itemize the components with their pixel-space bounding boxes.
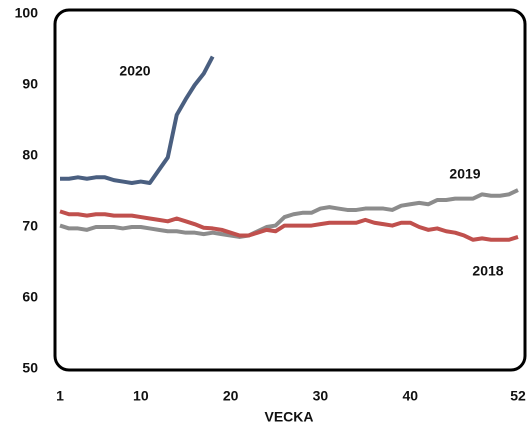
y-tick-label: 70 bbox=[22, 218, 38, 234]
y-tick-label: 90 bbox=[22, 76, 38, 92]
y-tick-label: 80 bbox=[22, 147, 38, 163]
series-label: 2019 bbox=[449, 166, 480, 182]
series-line bbox=[59, 209, 519, 242]
x-tick-label: 40 bbox=[402, 388, 418, 404]
x-tick-label: 10 bbox=[133, 388, 149, 404]
x-tick-label: 30 bbox=[313, 388, 329, 404]
x-tick-label: 52 bbox=[510, 388, 526, 404]
x-tick-label: 1 bbox=[56, 388, 64, 404]
y-tick-label: 50 bbox=[22, 360, 38, 376]
series-label: 2020 bbox=[119, 63, 150, 79]
y-tick-label: 100 bbox=[15, 5, 39, 21]
x-tick-label: 20 bbox=[223, 388, 239, 404]
series-line bbox=[59, 188, 519, 239]
x-axis-label: VECKA bbox=[264, 409, 313, 425]
series-label: 2018 bbox=[472, 263, 503, 279]
plot-frame bbox=[53, 8, 527, 372]
y-tick-label: 60 bbox=[22, 289, 38, 305]
series-line bbox=[60, 55, 215, 185]
